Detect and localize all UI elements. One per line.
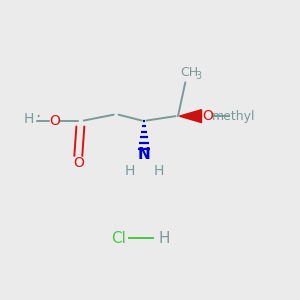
Text: Cl: Cl: [112, 231, 126, 246]
Text: O: O: [73, 156, 84, 170]
Polygon shape: [179, 110, 202, 123]
Text: H: H: [124, 164, 135, 178]
Text: H: H: [159, 231, 170, 246]
Text: ·: ·: [35, 108, 40, 126]
Text: CH: CH: [181, 66, 199, 79]
Text: 3: 3: [196, 71, 202, 81]
Text: O: O: [202, 109, 213, 123]
Text: H: H: [24, 112, 34, 126]
Text: H: H: [154, 164, 164, 178]
Text: methyl: methyl: [212, 110, 256, 123]
Text: N: N: [138, 147, 151, 162]
Text: O: O: [49, 114, 60, 128]
